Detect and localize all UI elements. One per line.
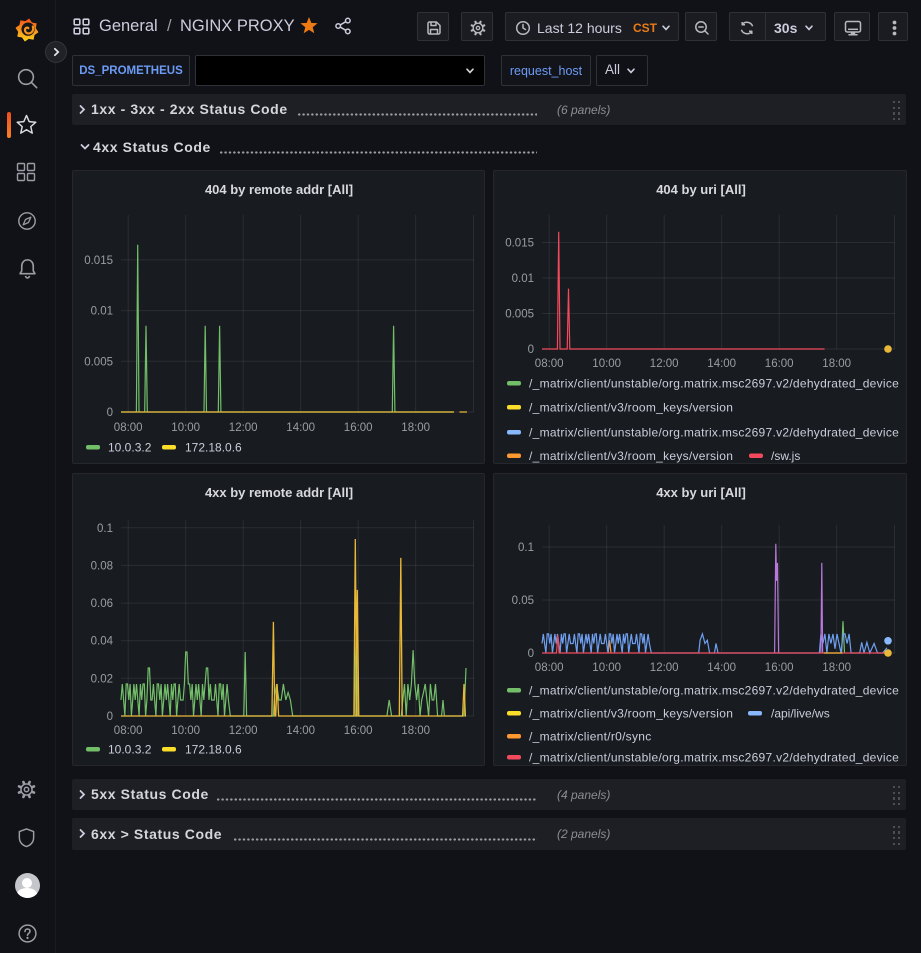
svg-text:14:00: 14:00 [286, 725, 315, 737]
svg-text:0.01: 0.01 [91, 306, 113, 318]
svg-text:/_matrix/client/unstable/org.m: /_matrix/client/unstable/org.matrix.msc2… [529, 377, 899, 391]
svg-text:10.0.3.2: 10.0.3.2 [108, 441, 152, 455]
svg-text:18:00: 18:00 [401, 725, 430, 737]
svg-text:/_matrix/client/unstable/org.m: /_matrix/client/unstable/org.matrix.msc2… [529, 426, 899, 440]
svg-text:0.015: 0.015 [505, 238, 534, 250]
svg-text:/api/live/ws: /api/live/ws [771, 707, 830, 721]
svg-text:10.0.3.2: 10.0.3.2 [108, 743, 152, 757]
svg-text:14:00: 14:00 [286, 422, 315, 434]
svg-text:172.18.0.6: 172.18.0.6 [185, 743, 242, 757]
svg-text:14:00: 14:00 [707, 358, 736, 370]
svg-text:0.1: 0.1 [518, 542, 534, 554]
svg-text:12:00: 12:00 [650, 358, 679, 370]
svg-text:/_matrix/client/unstable/org.m: /_matrix/client/unstable/org.matrix.msc2… [529, 684, 899, 698]
svg-text:0.1: 0.1 [97, 523, 113, 535]
svg-text:18:00: 18:00 [401, 422, 430, 434]
svg-text:12:00: 12:00 [229, 422, 258, 434]
svg-text:0: 0 [528, 648, 534, 660]
svg-text:0: 0 [528, 344, 534, 356]
svg-text:08:00: 08:00 [114, 725, 143, 737]
svg-text:/sw.js: /sw.js [771, 449, 800, 463]
svg-text:4xx by uri [All]: 4xx by uri [All] [656, 485, 746, 500]
svg-text:16:00: 16:00 [344, 422, 373, 434]
svg-text:10:00: 10:00 [171, 422, 200, 434]
svg-text:0.005: 0.005 [505, 309, 534, 321]
svg-text:12:00: 12:00 [229, 725, 258, 737]
svg-text:0.015: 0.015 [84, 255, 113, 267]
svg-text:/_matrix/client/v3/room_keys/v: /_matrix/client/v3/room_keys/version [529, 401, 733, 415]
svg-text:18:00: 18:00 [822, 358, 851, 370]
svg-text:14:00: 14:00 [707, 662, 736, 674]
svg-text:0.02: 0.02 [91, 673, 113, 685]
svg-text:0.05: 0.05 [512, 595, 534, 607]
svg-text:0.01: 0.01 [512, 273, 534, 285]
svg-text:404 by uri [All]: 404 by uri [All] [656, 182, 746, 197]
svg-text:0.04: 0.04 [91, 636, 114, 648]
svg-text:172.18.0.6: 172.18.0.6 [185, 441, 242, 455]
svg-text:16:00: 16:00 [765, 358, 794, 370]
svg-text:404 by remote addr [All]: 404 by remote addr [All] [205, 182, 353, 197]
svg-text:08:00: 08:00 [535, 358, 564, 370]
svg-text:10:00: 10:00 [592, 662, 621, 674]
svg-text:0.06: 0.06 [91, 598, 113, 610]
svg-text:18:00: 18:00 [822, 662, 851, 674]
svg-text:/_matrix/client/v3/room_keys/v: /_matrix/client/v3/room_keys/version [529, 449, 733, 463]
svg-text:/_matrix/client/r0/sync: /_matrix/client/r0/sync [529, 730, 651, 744]
svg-text:08:00: 08:00 [535, 662, 564, 674]
svg-text:0: 0 [107, 711, 113, 723]
svg-text:0.08: 0.08 [91, 560, 113, 572]
svg-text:0.005: 0.005 [84, 356, 113, 368]
svg-text:10:00: 10:00 [171, 725, 200, 737]
svg-text:4xx by remote addr [All]: 4xx by remote addr [All] [205, 485, 353, 500]
svg-text:/_matrix/client/v3/room_keys/v: /_matrix/client/v3/room_keys/version [529, 707, 733, 721]
svg-text:0: 0 [107, 407, 113, 419]
svg-text:/_matrix/client/unstable/org.m: /_matrix/client/unstable/org.matrix.msc2… [529, 751, 899, 765]
svg-text:10:00: 10:00 [592, 358, 621, 370]
svg-text:12:00: 12:00 [650, 662, 679, 674]
svg-text:08:00: 08:00 [114, 422, 143, 434]
svg-text:16:00: 16:00 [765, 662, 794, 674]
svg-text:16:00: 16:00 [344, 725, 373, 737]
